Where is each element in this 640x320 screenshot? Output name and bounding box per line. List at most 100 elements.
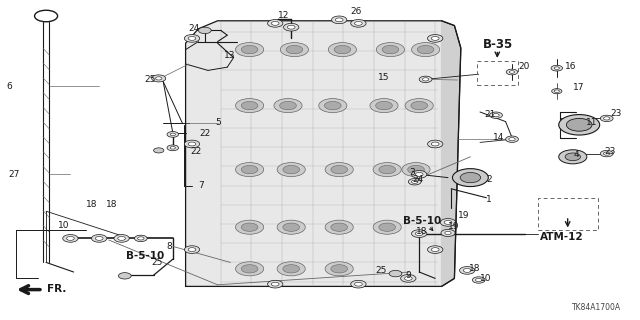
Circle shape [417, 45, 434, 54]
Text: 3: 3 [409, 168, 415, 177]
Circle shape [331, 223, 348, 231]
Circle shape [268, 20, 283, 27]
Text: 22: 22 [191, 147, 202, 156]
Bar [538, 198, 598, 230]
Circle shape [408, 179, 421, 185]
Text: 17: 17 [573, 84, 584, 92]
Circle shape [67, 236, 74, 240]
Circle shape [402, 163, 430, 177]
Circle shape [600, 150, 613, 157]
Circle shape [376, 101, 392, 110]
Text: 23: 23 [604, 147, 616, 156]
Circle shape [506, 136, 518, 142]
Circle shape [445, 231, 451, 235]
Circle shape [472, 277, 485, 283]
Text: B-5-10: B-5-10 [126, 251, 164, 261]
Circle shape [493, 114, 499, 117]
Circle shape [188, 36, 196, 40]
Text: 25: 25 [376, 266, 387, 275]
Circle shape [373, 163, 401, 177]
Circle shape [118, 273, 131, 279]
Circle shape [476, 278, 482, 282]
Circle shape [286, 45, 303, 54]
Circle shape [280, 43, 308, 57]
Circle shape [268, 280, 283, 288]
Circle shape [277, 163, 305, 177]
Text: 24: 24 [188, 24, 200, 33]
Circle shape [460, 267, 475, 274]
Circle shape [376, 43, 404, 57]
Circle shape [408, 165, 424, 174]
Circle shape [236, 99, 264, 113]
Circle shape [490, 112, 502, 118]
Circle shape [63, 235, 78, 242]
Circle shape [379, 165, 396, 174]
Circle shape [236, 43, 264, 57]
Circle shape [370, 99, 398, 113]
Bar [477, 61, 518, 85]
Circle shape [92, 235, 107, 242]
Circle shape [452, 169, 488, 187]
Circle shape [241, 265, 258, 273]
Circle shape [241, 165, 258, 174]
Circle shape [283, 265, 300, 273]
Text: ATM-12: ATM-12 [540, 232, 583, 242]
Circle shape [389, 270, 402, 277]
Text: 18: 18 [416, 227, 428, 236]
Circle shape [170, 147, 175, 149]
Text: 10: 10 [58, 221, 69, 230]
Circle shape [324, 101, 341, 110]
Circle shape [411, 101, 428, 110]
Text: 2: 2 [486, 175, 492, 184]
Circle shape [422, 78, 429, 81]
Circle shape [351, 20, 366, 27]
Text: 27: 27 [8, 170, 20, 179]
Circle shape [184, 246, 200, 253]
Polygon shape [186, 21, 461, 286]
Circle shape [184, 35, 200, 42]
Text: 8: 8 [166, 242, 172, 251]
Circle shape [241, 223, 258, 231]
Text: 9: 9 [406, 271, 411, 280]
Circle shape [271, 282, 279, 286]
Polygon shape [442, 21, 461, 286]
Circle shape [440, 219, 456, 226]
Circle shape [604, 117, 610, 120]
Circle shape [277, 262, 305, 276]
Circle shape [509, 71, 515, 73]
Text: 10: 10 [480, 274, 492, 283]
Text: 1: 1 [486, 195, 492, 204]
Circle shape [604, 152, 610, 155]
Circle shape [405, 99, 433, 113]
Circle shape [565, 153, 580, 161]
Text: 14: 14 [493, 133, 504, 142]
Circle shape [551, 65, 563, 71]
Circle shape [280, 101, 296, 110]
Circle shape [441, 229, 455, 236]
Text: 19: 19 [448, 222, 460, 231]
Circle shape [428, 246, 443, 253]
Circle shape [566, 118, 592, 131]
Circle shape [559, 150, 587, 164]
Circle shape [241, 101, 258, 110]
Text: 25: 25 [151, 258, 163, 267]
Circle shape [415, 172, 423, 176]
Circle shape [283, 165, 300, 174]
Text: 7: 7 [198, 181, 204, 190]
Circle shape [283, 223, 300, 231]
Text: TK84A1700A: TK84A1700A [572, 303, 621, 312]
Text: 5: 5 [215, 118, 221, 127]
Circle shape [600, 115, 613, 122]
Circle shape [284, 23, 299, 31]
Text: 19: 19 [458, 211, 469, 220]
Circle shape [170, 133, 175, 136]
Circle shape [351, 280, 366, 288]
Text: 4: 4 [573, 150, 579, 159]
Circle shape [328, 43, 356, 57]
Circle shape [114, 235, 129, 242]
Circle shape [412, 171, 427, 178]
Circle shape [382, 45, 399, 54]
Circle shape [412, 180, 418, 183]
Circle shape [415, 232, 423, 236]
Circle shape [412, 43, 440, 57]
